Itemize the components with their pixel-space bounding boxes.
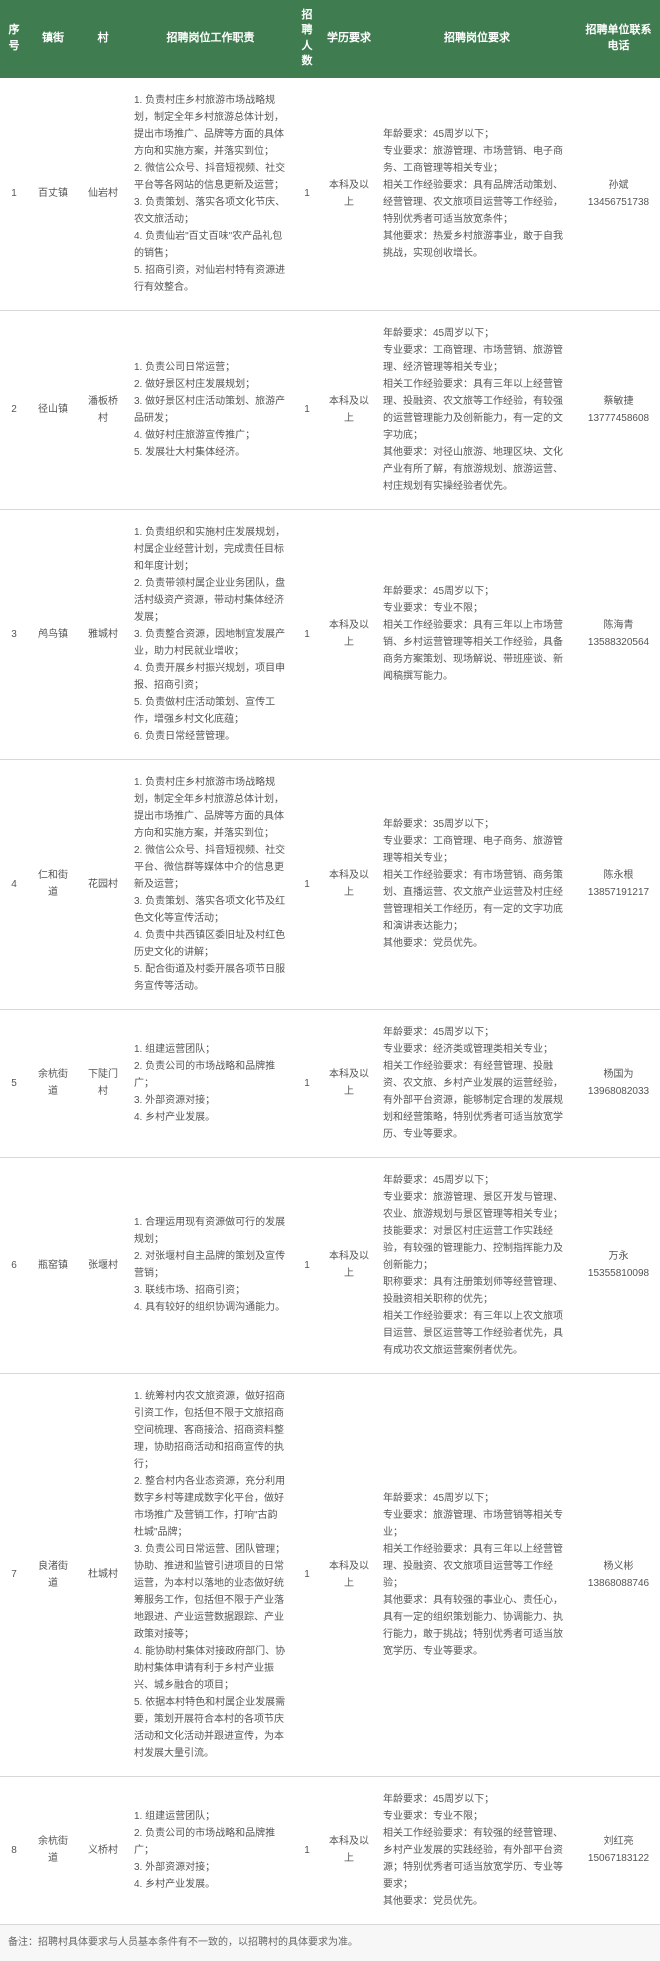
cell-num: 1 [293,1373,321,1776]
cell-edu: 本科及以上 [321,1373,377,1776]
cell-seq: 6 [0,1157,28,1373]
cell-edu: 本科及以上 [321,759,377,1009]
cell-edu: 本科及以上 [321,1157,377,1373]
cell-contact: 陈海青 13588320564 [577,509,660,759]
col-header-duty: 招聘岗位工作职责 [128,0,293,78]
col-header-edu: 学历要求 [321,0,377,78]
cell-num: 1 [293,759,321,1009]
cell-duty: 1. 合理运用现有资源做可行的发展规划； 2. 对张堰村自主品牌的策划及宣传营销… [128,1157,293,1373]
cell-duty: 1. 负责组织和实施村庄发展规划，村属企业经营计划，完成责任目标和年度计划； 2… [128,509,293,759]
cell-seq: 8 [0,1776,28,1924]
cell-edu: 本科及以上 [321,1009,377,1157]
table-row: 6瓶窑镇张堰村1. 合理运用现有资源做可行的发展规划； 2. 对张堰村自主品牌的… [0,1157,660,1373]
cell-req: 年龄要求：45周岁以下； 专业要求：专业不限； 相关工作经验要求：有较强的经营管… [377,1776,577,1924]
cell-num: 1 [293,509,321,759]
col-header-num: 招聘人数 [293,0,321,78]
cell-duty: 1. 负责村庄乡村旅游市场战略规划，制定全年乡村旅游总体计划，提出市场推广、品牌… [128,759,293,1009]
cell-edu: 本科及以上 [321,1776,377,1924]
cell-village: 下陡门村 [78,1009,128,1157]
cell-town: 余杭街道 [28,1009,78,1157]
col-header-town: 镇街 [28,0,78,78]
cell-req: 年龄要求：45周岁以下； 专业要求：旅游管理、市场营销等相关专业； 相关工作经验… [377,1373,577,1776]
cell-town: 仁和街道 [28,759,78,1009]
cell-town: 良渚街道 [28,1373,78,1776]
table-row: 5余杭街道下陡门村1. 组建运营团队； 2. 负责公司的市场战略和品牌推广； 3… [0,1009,660,1157]
cell-contact: 万永 15355810098 [577,1157,660,1373]
table-row: 1百丈镇仙岩村1. 负责村庄乡村旅游市场战略规划，制定全年乡村旅游总体计划，提出… [0,78,660,311]
table-row: 4仁和街道花园村1. 负责村庄乡村旅游市场战略规划，制定全年乡村旅游总体计划，提… [0,759,660,1009]
cell-seq: 1 [0,78,28,311]
cell-num: 1 [293,78,321,311]
cell-contact: 陈永根 13857191217 [577,759,660,1009]
table-row: 7良渚街道杜城村1. 统筹村内农文旅资源，做好招商引资工作，包括但不限于文旅招商… [0,1373,660,1776]
cell-town: 鸬鸟镇 [28,509,78,759]
cell-contact: 杨国为 13968082033 [577,1009,660,1157]
col-header-seq: 序号 [0,0,28,78]
cell-duty: 1. 组建运营团队； 2. 负责公司的市场战略和品牌推广； 3. 外部资源对接；… [128,1776,293,1924]
cell-seq: 7 [0,1373,28,1776]
col-header-village: 村 [78,0,128,78]
col-header-req: 招聘岗位要求 [377,0,577,78]
cell-village: 仙岩村 [78,78,128,311]
cell-duty: 1. 负责村庄乡村旅游市场战略规划，制定全年乡村旅游总体计划，提出市场推广、品牌… [128,78,293,311]
cell-seq: 5 [0,1009,28,1157]
cell-village: 张堰村 [78,1157,128,1373]
cell-village: 潘板桥村 [78,310,128,509]
cell-village: 花园村 [78,759,128,1009]
cell-duty: 1. 统筹村内农文旅资源，做好招商引资工作，包括但不限于文旅招商空间梳理、客商接… [128,1373,293,1776]
cell-num: 1 [293,1009,321,1157]
cell-edu: 本科及以上 [321,78,377,311]
cell-req: 年龄要求：45周岁以下； 专业要求：旅游管理、景区开发与管理、农业、旅游规划与景… [377,1157,577,1373]
footnote: 备注：招聘村具体要求与人员基本条件有不一致的，以招聘村的具体要求为准。 [0,1925,660,1961]
cell-contact: 杨义彬 13868088746 [577,1373,660,1776]
cell-duty: 1. 组建运营团队； 2. 负责公司的市场战略和品牌推广； 3. 外部资源对接；… [128,1009,293,1157]
table-header-row: 序号 镇街 村 招聘岗位工作职责 招聘人数 学历要求 招聘岗位要求 招聘单位联系… [0,0,660,78]
cell-num: 1 [293,310,321,509]
table-row: 3鸬鸟镇雅城村1. 负责组织和实施村庄发展规划，村属企业经营计划，完成责任目标和… [0,509,660,759]
cell-town: 百丈镇 [28,78,78,311]
cell-req: 年龄要求：45周岁以下； 专业要求：经济类或管理类相关专业； 相关工作经验要求：… [377,1009,577,1157]
recruitment-table: 序号 镇街 村 招聘岗位工作职责 招聘人数 学历要求 招聘岗位要求 招聘单位联系… [0,0,660,1925]
cell-seq: 2 [0,310,28,509]
cell-duty: 1. 负责公司日常运营； 2. 做好景区村庄发展规划； 3. 做好景区村庄活动策… [128,310,293,509]
cell-num: 1 [293,1157,321,1373]
cell-req: 年龄要求：45周岁以下； 专业要求：旅游管理、市场营销、电子商务、工商管理等相关… [377,78,577,311]
cell-edu: 本科及以上 [321,509,377,759]
cell-village: 义桥村 [78,1776,128,1924]
cell-town: 余杭街道 [28,1776,78,1924]
cell-edu: 本科及以上 [321,310,377,509]
cell-town: 瓶窑镇 [28,1157,78,1373]
col-header-contact: 招聘单位联系电话 [577,0,660,78]
cell-village: 杜城村 [78,1373,128,1776]
cell-req: 年龄要求：45周岁以下； 专业要求：工商管理、市场营销、旅游管理、经济管理等相关… [377,310,577,509]
cell-req: 年龄要求：45周岁以下； 专业要求：专业不限； 相关工作经验要求：具有三年以上市… [377,509,577,759]
cell-contact: 孙斌 13456751738 [577,78,660,311]
cell-village: 雅城村 [78,509,128,759]
table-row: 8余杭街道义桥村1. 组建运营团队； 2. 负责公司的市场战略和品牌推广； 3.… [0,1776,660,1924]
cell-contact: 蔡敏捷 13777458608 [577,310,660,509]
table-row: 2径山镇潘板桥村1. 负责公司日常运营； 2. 做好景区村庄发展规划； 3. 做… [0,310,660,509]
cell-seq: 4 [0,759,28,1009]
cell-req: 年龄要求：35周岁以下； 专业要求：工商管理、电子商务、旅游管理等相关专业； 相… [377,759,577,1009]
cell-town: 径山镇 [28,310,78,509]
cell-num: 1 [293,1776,321,1924]
cell-seq: 3 [0,509,28,759]
cell-contact: 刘红亮 15067183122 [577,1776,660,1924]
